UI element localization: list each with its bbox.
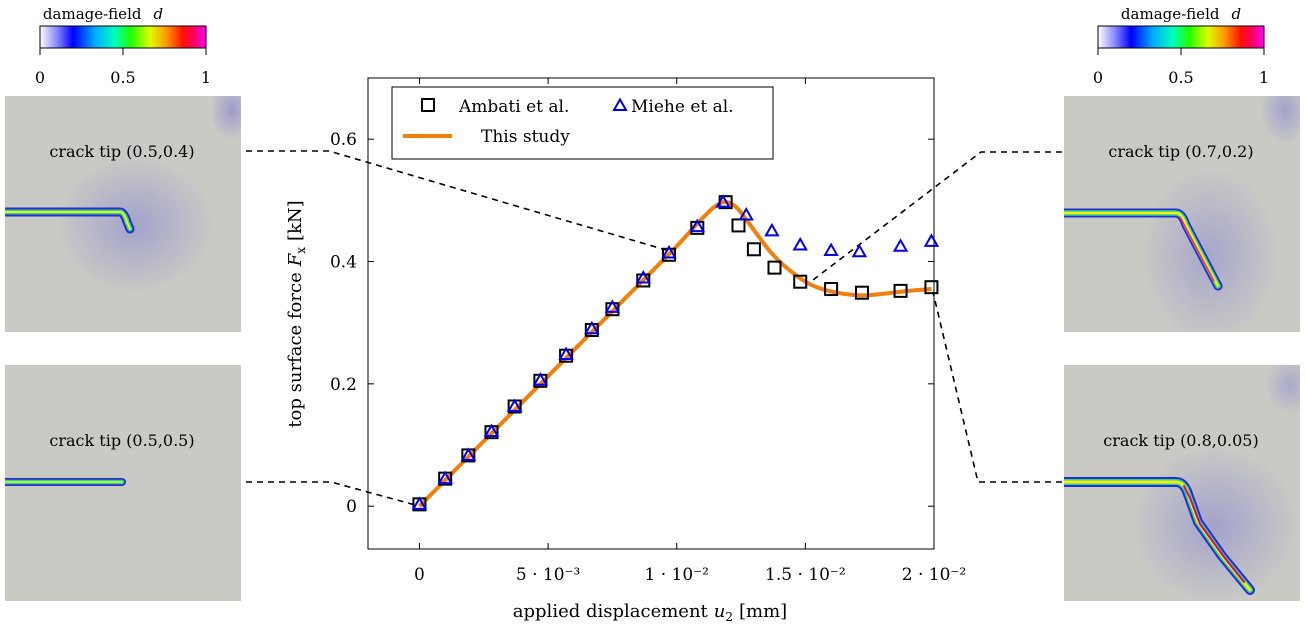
legend-label-ambati: Ambati et al.	[458, 97, 569, 117]
tick-layer: 0 5 · 10⁻³ 1 · 10⁻² 1.5 · 10⁻² 2 · 10⁻² 0 0.2 0…	[330, 78, 966, 585]
point-ambati	[893, 283, 908, 298]
colorbar-gradient	[1097, 25, 1265, 49]
point-miehe	[584, 320, 600, 335]
colorbar-left: damage-field d 0 0.5 1	[35, 5, 211, 87]
point-miehe	[506, 398, 523, 412]
point-ambati	[746, 242, 761, 257]
y-tick-label: 0	[346, 497, 357, 517]
point-miehe	[460, 447, 477, 461]
panel-label: crack tip (0.5,0.4)	[49, 142, 194, 161]
colorbar-tick: 1	[201, 68, 211, 87]
series-line-this-study	[418, 199, 932, 508]
point-ambati	[924, 280, 939, 295]
plot-frame	[367, 77, 935, 550]
colorbar-tick: 0.5	[1168, 68, 1193, 87]
x-axis-label: applied displacement u2 [mm]	[513, 601, 787, 624]
y-tick-label: 0.2	[330, 375, 357, 395]
point-miehe	[923, 233, 940, 247]
point-ambati	[731, 218, 746, 233]
point-ambati	[793, 274, 808, 289]
point-ambati	[854, 285, 869, 300]
x-tick-label: 0	[414, 565, 425, 585]
connector-top-right	[808, 151, 1062, 284]
legend-label-miehe: Miehe et al.	[631, 97, 734, 117]
damage-panel-top-left: crack tip (0.5,0.4)	[5, 96, 241, 332]
connector-top-left	[246, 150, 667, 251]
point-miehe	[635, 270, 652, 284]
y-axis-label: top surface forceFx[kN]	[285, 200, 308, 427]
colorbar-title: damage-field d	[43, 5, 163, 23]
legend-box	[391, 86, 774, 160]
x-tick-label: 2 · 10⁻²	[902, 565, 966, 585]
panel-label: crack tip (0.5,0.5)	[49, 431, 194, 450]
point-miehe	[483, 423, 500, 438]
legend-marker-miehe	[612, 97, 628, 111]
colorbar-title: damage-field d	[1121, 5, 1241, 23]
colorbar-tick: 0	[1093, 68, 1103, 87]
point-miehe	[532, 372, 549, 386]
point-ambati	[636, 273, 651, 288]
connector-bottom-left	[246, 481, 420, 507]
chart: 0 5 · 10⁻³ 1 · 10⁻² 1.5 · 10⁻² 2 · 10⁻² 0 0.2 0…	[285, 77, 966, 624]
point-miehe	[851, 243, 868, 258]
colorbar-tick: 0.5	[110, 68, 135, 87]
connector-bottom-right	[932, 291, 1062, 483]
point-miehe	[892, 238, 909, 252]
point-miehe	[411, 496, 428, 510]
connectors	[246, 150, 1062, 507]
point-miehe	[437, 470, 453, 485]
y-tick-label: 0.4	[330, 253, 357, 273]
damage-panel-top-right: crack tip (0.7,0.2)	[1064, 96, 1300, 332]
colorbar-tick: 0	[35, 68, 45, 87]
legend: Ambati et al. Miehe et al. This study	[391, 86, 774, 160]
point-miehe	[689, 218, 706, 233]
point-miehe	[738, 207, 754, 221]
legend-marker-ambati	[421, 98, 435, 112]
x-tick-label: 5 · 10⁻³	[516, 565, 580, 585]
point-ambati	[767, 260, 782, 275]
point-miehe	[715, 194, 731, 208]
colorbar-gradient	[39, 25, 207, 49]
point-miehe	[792, 236, 808, 251]
point-miehe	[823, 242, 839, 256]
legend-label-study: This study	[481, 127, 570, 147]
point-miehe	[661, 244, 677, 259]
damage-panel-bottom-right: crack tip (0.8,0.05)	[1064, 365, 1300, 601]
panel-label: crack tip (0.8,0.05)	[1103, 431, 1258, 450]
colorbar-tick: 1	[1259, 68, 1269, 87]
x-tick-label: 1.5 · 10⁻²	[765, 565, 846, 585]
x-tick-label: 1 · 10⁻²	[645, 565, 709, 585]
point-ambati	[824, 282, 839, 297]
point-miehe	[558, 346, 574, 360]
point-miehe	[604, 299, 621, 313]
point-miehe	[764, 222, 780, 237]
panel-label: crack tip (0.7,0.2)	[1108, 142, 1253, 161]
damage-panel-bottom-left: crack tip (0.5,0.5)	[5, 365, 241, 601]
colorbar-right: damage-field d 0 0.5 1	[1093, 5, 1269, 87]
y-tick-label: 0.6	[330, 130, 357, 150]
series-layer	[411, 194, 940, 512]
